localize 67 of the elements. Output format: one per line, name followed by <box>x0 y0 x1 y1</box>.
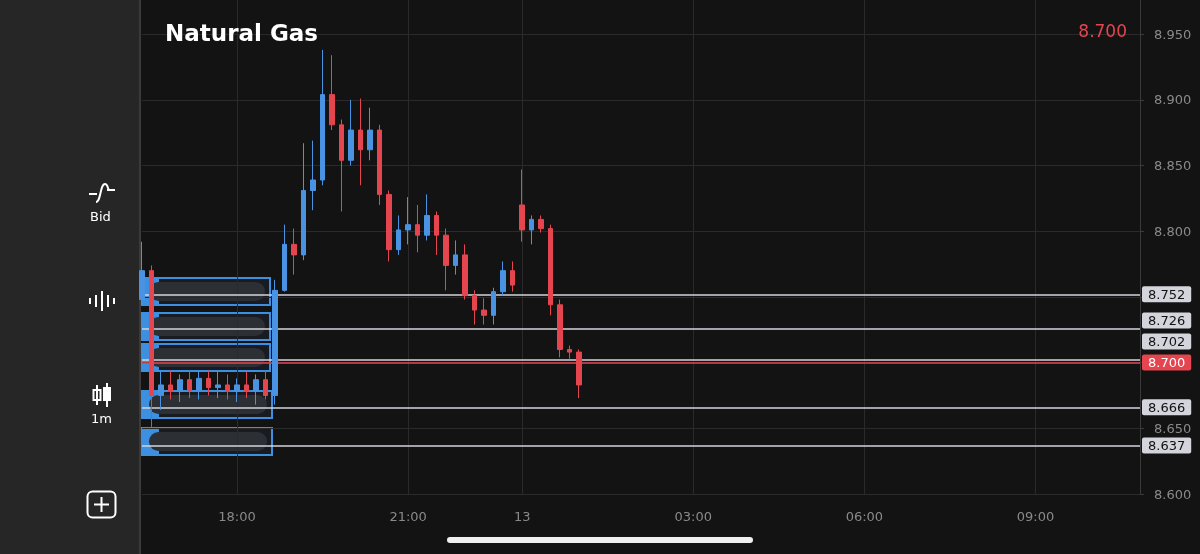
candlestick <box>396 214 401 256</box>
candlestick <box>462 243 468 301</box>
ref-line-label: 8.726 <box>1148 313 1186 329</box>
candlestick <box>415 204 420 253</box>
candlestick <box>215 371 221 399</box>
candlestick <box>519 168 525 243</box>
x-tick-label: 21:00 <box>389 509 427 524</box>
candlestick <box>139 241 145 306</box>
candlestick <box>424 193 430 241</box>
candlestick <box>472 289 477 326</box>
y-tick-label: 8.850 <box>1154 158 1192 174</box>
candlestick <box>348 99 354 167</box>
candlestick <box>500 260 506 297</box>
candlestick <box>225 373 230 400</box>
candlestick <box>310 140 316 211</box>
ref-line-label: 8.752 <box>1148 286 1186 302</box>
candlestick <box>481 297 487 326</box>
candlestick <box>263 370 268 400</box>
y-tick-label: 8.650 <box>1154 420 1192 436</box>
candlestick <box>434 211 439 256</box>
ref-line-label: 8.666 <box>1148 399 1186 415</box>
candlestick <box>177 373 183 403</box>
candlestick <box>386 190 392 262</box>
ref-line-label: 8.700 <box>1148 355 1186 371</box>
legend-label: 8.702 <box>1148 334 1186 350</box>
candlestick <box>491 287 496 326</box>
x-tick-label: 03:00 <box>674 509 713 524</box>
candlestick <box>339 119 344 213</box>
candlestick <box>187 370 192 399</box>
candlestick <box>377 124 382 206</box>
candlestick <box>253 373 259 406</box>
y-tick-label: 8.900 <box>1154 92 1192 108</box>
candlestick <box>282 224 287 293</box>
candlestick <box>196 371 202 400</box>
candlestick <box>453 239 458 276</box>
candlestick <box>158 371 164 411</box>
candlestick <box>529 214 534 245</box>
y-tick-label: 8.950 <box>1154 26 1192 42</box>
candlestick <box>557 299 563 358</box>
text: Bid <box>90 209 111 224</box>
candlestick <box>291 228 297 276</box>
candlestick <box>301 142 306 261</box>
candlestick <box>443 228 449 291</box>
candlestick <box>206 370 211 396</box>
x-tick-label: 13 <box>513 509 531 524</box>
candlestick <box>320 49 325 186</box>
x-tick-label: 18:00 <box>218 509 256 524</box>
candlestick <box>538 214 544 234</box>
x-tick-label: 09:00 <box>1016 509 1055 524</box>
x-tick-label: 06:00 <box>845 509 884 524</box>
candlestick <box>358 98 363 186</box>
candlestick <box>510 260 515 293</box>
text: Natural Gas <box>165 19 318 46</box>
candlestick <box>272 279 278 406</box>
y-tick-label: 8.800 <box>1154 223 1192 239</box>
text: 1m <box>91 411 112 426</box>
candlestick <box>405 196 411 245</box>
candlestick <box>168 370 173 400</box>
candlestick <box>367 107 373 161</box>
ref-line-label: 8.637 <box>1148 437 1186 453</box>
candlestick <box>244 371 249 399</box>
candlestick <box>567 345 572 360</box>
candlestick <box>548 224 553 316</box>
annotation: 8.700 <box>1078 20 1127 41</box>
y-tick-label: 8.600 <box>1154 486 1192 502</box>
candlestick <box>234 377 240 403</box>
candlestick <box>329 54 335 131</box>
